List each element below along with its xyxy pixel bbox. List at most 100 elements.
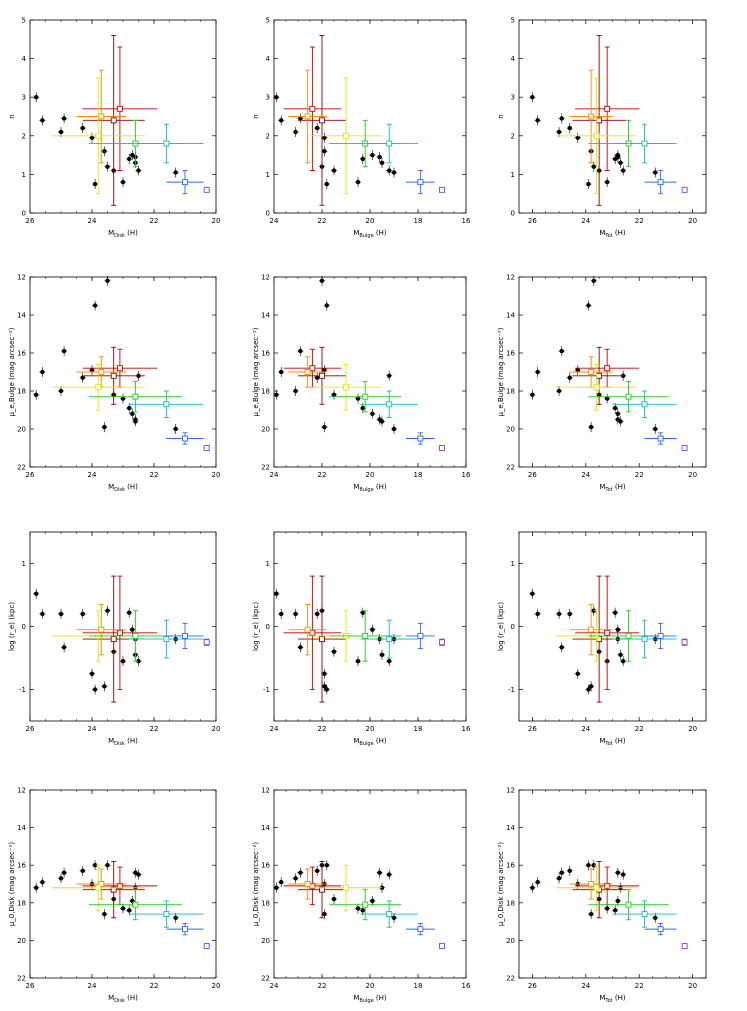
data-point xyxy=(322,671,327,676)
data-point xyxy=(615,898,621,904)
x-tick-label: 20 xyxy=(688,471,697,479)
y-tick-label: 16 xyxy=(261,862,270,870)
bin-point xyxy=(203,445,210,451)
y-tick-label: 20 xyxy=(17,426,26,434)
data-point xyxy=(360,908,365,913)
data-point xyxy=(586,181,591,187)
data-point xyxy=(322,911,327,917)
data-point xyxy=(102,684,107,689)
x-tick-label: 16 xyxy=(462,471,471,479)
y-tick-label: 3 xyxy=(266,94,270,102)
x-tick-label: 22 xyxy=(318,725,327,733)
data-point xyxy=(588,424,594,430)
data-point xyxy=(34,885,39,890)
data-point xyxy=(274,591,279,596)
data-point xyxy=(612,610,618,615)
bin-point xyxy=(132,901,139,908)
x-axis-label: MDisk (H) xyxy=(108,994,138,1004)
x-tick-label: 18 xyxy=(414,725,423,733)
y-tick-label: 0 xyxy=(266,210,270,218)
x-tick-label: 26 xyxy=(528,982,537,990)
y-tick-label: 1 xyxy=(266,171,270,179)
data-point xyxy=(319,278,325,283)
x-tick-label: 22 xyxy=(635,471,644,479)
data-point xyxy=(89,367,95,373)
x-tick-label: 26 xyxy=(26,471,35,479)
panel-mu_bulge-vs-tot: 26 24 22 20 12 14 16 18 20 22 MTot (H) μ_e,Bulge (m… xyxy=(497,274,707,493)
data-point xyxy=(102,149,107,154)
data-point xyxy=(588,684,594,689)
data-point xyxy=(89,135,95,140)
y-tick-label: 20 xyxy=(261,426,270,434)
data-point xyxy=(379,419,385,424)
y-tick-label: 4 xyxy=(22,55,27,63)
x-tick-label: 20 xyxy=(212,471,221,479)
y-tick-label: 0 xyxy=(511,210,515,218)
x-tick-label: 24 xyxy=(270,217,279,225)
y-axis-label: n xyxy=(8,114,16,118)
x-tick-label: 24 xyxy=(581,471,590,479)
panel-n-vs-tot: 26 24 22 20 0 1 2 3 4 5 MTot (H) n xyxy=(497,17,707,239)
data-point xyxy=(80,611,85,617)
data-point xyxy=(556,876,562,881)
data-point xyxy=(618,652,623,658)
y-axis-label: μ_0,Disk (mag arcsec⁻²) xyxy=(8,842,16,927)
data-point xyxy=(322,149,327,154)
data-point xyxy=(530,392,535,397)
bin-point xyxy=(386,636,393,643)
bin-point xyxy=(343,884,349,891)
y-tick-label: 5 xyxy=(22,17,26,25)
data-point xyxy=(559,348,564,354)
data-point xyxy=(535,369,540,375)
x-tick-label: 20 xyxy=(366,725,375,733)
y-tick-label: 16 xyxy=(17,350,26,358)
x-tick-label: 24 xyxy=(581,725,590,733)
bin-point xyxy=(417,435,424,442)
data-point xyxy=(530,591,535,596)
data-point xyxy=(136,872,141,877)
data-point xyxy=(34,392,39,397)
x-tick-label: 22 xyxy=(318,471,327,479)
data-point xyxy=(120,906,126,911)
bin-point xyxy=(98,626,105,633)
data-point xyxy=(40,879,45,885)
data-point xyxy=(379,652,385,658)
x-tick-label: 24 xyxy=(88,471,97,479)
data-point xyxy=(58,611,64,617)
data-point xyxy=(120,658,126,664)
data-point xyxy=(620,168,626,173)
x-axis-label: MBulge (H) xyxy=(353,483,387,493)
panel-log_re-vs-tot: 26 24 22 20 -1 0 1 MTot (H) log (r_e) (kpc) xyxy=(497,531,707,747)
data-point xyxy=(58,876,64,881)
y-axis-label: log (r_e) (kpc) xyxy=(8,602,16,651)
data-point xyxy=(612,908,618,913)
y-tick-label: 1 xyxy=(511,560,515,568)
data-point xyxy=(653,170,658,175)
x-axis-label: MTot (H) xyxy=(599,994,626,1004)
data-point xyxy=(360,610,365,615)
y-tick-label: 12 xyxy=(506,787,515,795)
bin-point xyxy=(362,393,369,400)
bin-point xyxy=(116,629,123,636)
bin-point xyxy=(110,886,117,893)
x-tick-label: 24 xyxy=(88,217,97,225)
data-point xyxy=(293,388,298,394)
y-tick-label: 18 xyxy=(506,899,515,907)
data-point xyxy=(105,164,110,169)
bin-point xyxy=(343,132,349,139)
x-axis-label: MDisk (H) xyxy=(108,737,138,747)
bin-point xyxy=(203,943,210,949)
bin-point xyxy=(604,365,611,372)
y-tick-label: 0 xyxy=(511,623,515,631)
y-tick-label: 14 xyxy=(506,824,515,832)
bin-point xyxy=(319,886,325,893)
data-point xyxy=(620,658,626,664)
bin-point xyxy=(116,105,123,112)
data-point xyxy=(279,879,284,885)
data-point xyxy=(40,611,45,617)
bin-point xyxy=(182,633,188,639)
bin-point xyxy=(681,186,688,193)
data-point xyxy=(355,396,361,401)
data-point xyxy=(80,868,85,874)
data-point xyxy=(40,118,45,123)
